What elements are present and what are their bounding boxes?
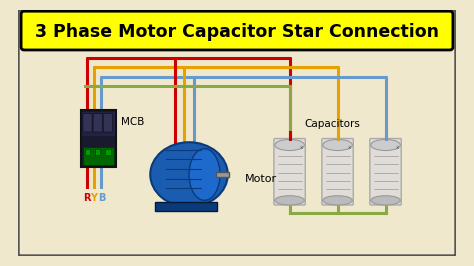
Bar [82, 112, 115, 136]
Bar [83, 147, 114, 165]
FancyBboxPatch shape [18, 10, 456, 256]
Bar [95, 149, 100, 155]
Ellipse shape [371, 196, 401, 205]
FancyBboxPatch shape [21, 11, 453, 50]
Ellipse shape [275, 196, 304, 205]
Text: x: x [396, 145, 399, 150]
Bar [85, 149, 90, 155]
FancyBboxPatch shape [93, 114, 102, 132]
Text: Y: Y [91, 193, 98, 203]
Ellipse shape [189, 149, 220, 200]
FancyBboxPatch shape [83, 114, 92, 132]
Ellipse shape [371, 139, 401, 151]
Text: Motor: Motor [245, 174, 276, 184]
Text: x: x [300, 145, 303, 150]
Ellipse shape [323, 196, 352, 205]
Bar [216, 172, 229, 177]
Text: B: B [98, 193, 105, 203]
Text: Capacitors: Capacitors [304, 119, 360, 129]
Text: x: x [348, 145, 351, 150]
Text: 3 Phase Motor Capacitor Star Connection: 3 Phase Motor Capacitor Star Connection [35, 23, 439, 40]
Ellipse shape [323, 139, 352, 151]
Text: R: R [83, 193, 91, 203]
Bar [155, 202, 217, 211]
FancyBboxPatch shape [274, 139, 305, 205]
Text: MCB: MCB [121, 117, 144, 127]
Bar [105, 149, 110, 155]
Ellipse shape [150, 142, 228, 207]
Bar [81, 110, 116, 167]
FancyBboxPatch shape [370, 139, 401, 205]
FancyBboxPatch shape [103, 114, 112, 132]
Ellipse shape [275, 139, 304, 151]
FancyBboxPatch shape [322, 139, 353, 205]
